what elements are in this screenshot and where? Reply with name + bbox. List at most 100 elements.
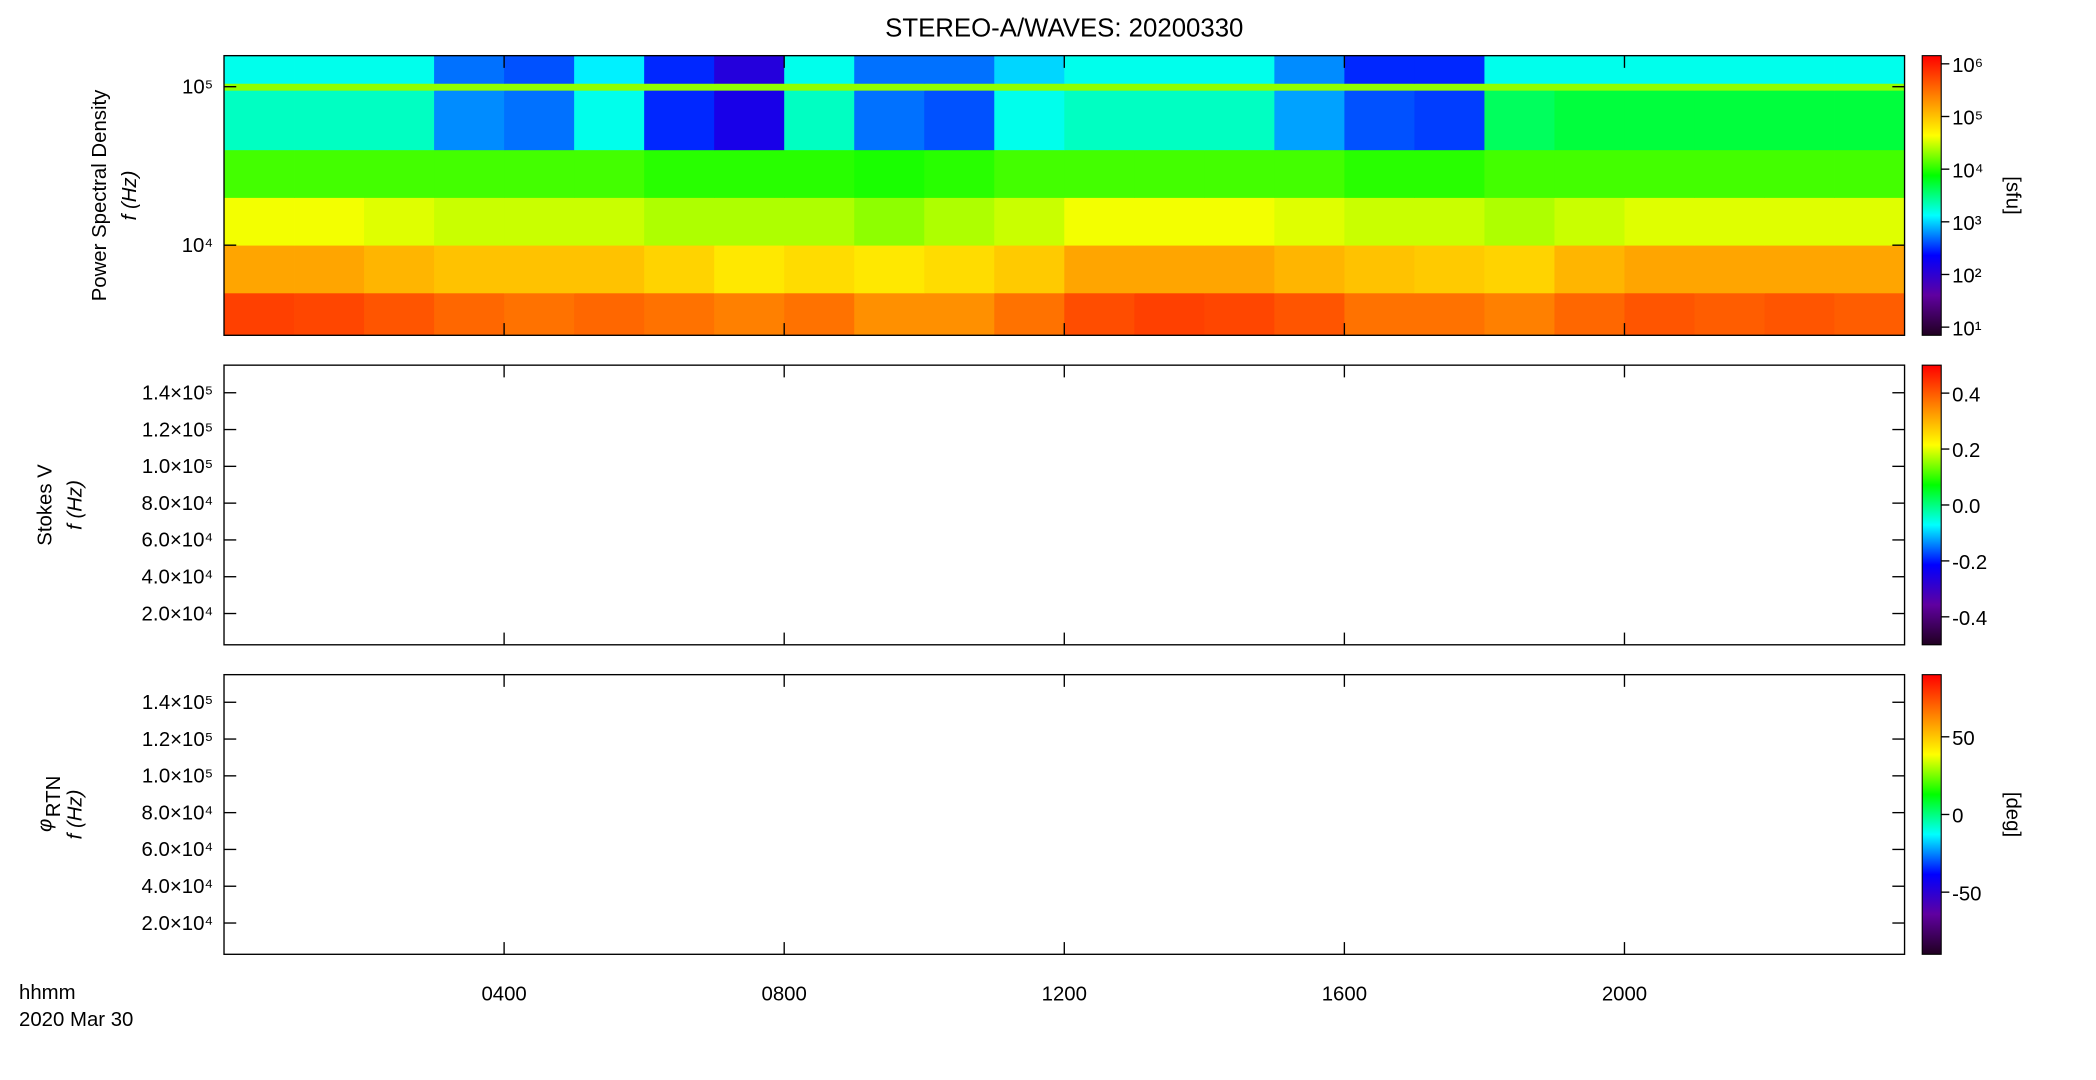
colorbar-tick-label: -50 <box>1952 883 1981 905</box>
heatmap-cell <box>1064 245 1135 294</box>
x-tick-label: 1600 <box>1322 983 1367 1005</box>
heatmap-cell <box>714 55 785 84</box>
colorbar-tick-label: 0.4 <box>1952 384 1980 406</box>
heatmap-cell <box>644 149 715 198</box>
heatmap-cell <box>714 292 785 336</box>
y-tick-label: 8.0×10⁴ <box>142 802 214 824</box>
heatmap-cell <box>364 83 435 91</box>
heatmap-cell <box>1764 90 1835 151</box>
heatmap-cell <box>1694 55 1765 84</box>
heatmap-cell <box>1834 197 1905 246</box>
heatmap-cell <box>994 245 1065 294</box>
heatmap-cell <box>1554 149 1625 198</box>
y-tick-label: 8.0×10⁴ <box>142 493 214 515</box>
heatmap-cell <box>1064 83 1135 91</box>
plot-frame <box>223 364 1906 646</box>
heatmap-cell <box>1414 149 1485 198</box>
colorbar-tick-label: 0.2 <box>1952 440 1980 462</box>
heatmap-cell <box>504 292 575 336</box>
heatmap-cell <box>1274 55 1345 84</box>
heatmap-cell <box>224 245 295 294</box>
heatmap-cell <box>784 90 855 151</box>
heatmap-cell <box>714 245 785 294</box>
y-tick-label: 4.0×10⁴ <box>142 567 214 589</box>
heatmap-cell <box>1624 292 1695 336</box>
heatmap-cell <box>434 245 505 294</box>
heatmap-cell <box>1764 197 1835 246</box>
heatmap-cell <box>644 197 715 246</box>
y-tick-label: 1.4×10⁵ <box>142 692 213 714</box>
heatmap-cell <box>1204 55 1275 84</box>
y-axis-label-subscript: RTN <box>43 776 65 817</box>
heatmap-cell <box>574 83 645 91</box>
heatmap-cell <box>1764 83 1835 91</box>
heatmap-cell <box>504 245 575 294</box>
heatmap-cell <box>1764 292 1835 336</box>
heatmap-cell <box>994 292 1065 336</box>
heatmap-cell <box>1064 292 1135 336</box>
y-tick-label: 1.2×10⁵ <box>142 419 213 441</box>
colorbar-label: [deg] <box>2001 792 2023 837</box>
heatmap-cell <box>504 149 575 198</box>
heatmap-cell <box>574 197 645 246</box>
heatmap-cell <box>1764 149 1835 198</box>
colorbar-label: [sfu] <box>2001 176 2023 214</box>
heatmap-cell <box>1624 55 1695 84</box>
heatmap-cell <box>1274 245 1345 294</box>
heatmap-cell <box>1344 90 1415 151</box>
heatmap-cell <box>1134 90 1205 151</box>
heatmap-cell <box>1834 149 1905 198</box>
heatmap-cell <box>994 149 1065 198</box>
heatmap-cell <box>1414 292 1485 336</box>
heatmap-cell <box>1484 83 1555 91</box>
heatmap-cell <box>784 55 855 84</box>
heatmap-cell <box>1484 90 1555 151</box>
heatmap-cell <box>1274 197 1345 246</box>
y-tick-label: 2.0×10⁴ <box>142 603 214 625</box>
heatmap-cell <box>1064 90 1135 151</box>
heatmap-cell <box>1694 90 1765 151</box>
heatmap-cell <box>1694 83 1765 91</box>
heatmap-cell <box>434 55 505 84</box>
y-axis-label: Stokes V <box>35 464 57 546</box>
y-tick-label: 4.0×10⁴ <box>142 876 214 898</box>
y-axis-label: f (Hz) <box>119 171 141 221</box>
heatmap-cell <box>364 292 435 336</box>
heatmap-cell <box>224 55 295 84</box>
heatmap-cell <box>364 55 435 84</box>
heatmap-cell <box>924 197 995 246</box>
heatmap-cell <box>1344 149 1415 198</box>
heatmap-cell <box>1554 197 1625 246</box>
x-tick-label: 1200 <box>1042 983 1087 1005</box>
heatmap-cell <box>434 197 505 246</box>
heatmap-cell <box>1484 197 1555 246</box>
heatmap-cell <box>644 90 715 151</box>
heatmap-cell <box>1344 292 1415 336</box>
heatmap-cell <box>294 83 365 91</box>
heatmap-cell <box>714 90 785 151</box>
heatmap-cell <box>574 245 645 294</box>
heatmap-cell <box>994 55 1065 84</box>
heatmap-cell <box>1204 149 1275 198</box>
y-axis-label: f (Hz) <box>64 480 86 530</box>
heatmap-cell <box>1414 245 1485 294</box>
heatmap-cell <box>854 197 925 246</box>
heatmap-cell <box>224 90 295 151</box>
heatmap-cell <box>1274 149 1345 198</box>
heatmap-cell <box>1204 90 1275 151</box>
heatmap-cell <box>294 292 365 336</box>
heatmap-cell <box>1344 245 1415 294</box>
x-axis-label: hhmm <box>19 982 76 1004</box>
heatmap-cell <box>1414 83 1485 91</box>
heatmap-cell <box>854 90 925 151</box>
heatmap-cell <box>1204 245 1275 294</box>
heatmap-cell <box>1554 292 1625 336</box>
heatmap-cell <box>1274 83 1345 91</box>
heatmap-cell <box>1834 245 1905 294</box>
heatmap-cell <box>1134 292 1205 336</box>
heatmap-cell <box>1414 197 1485 246</box>
colorbar-tick-label: 10² <box>1952 266 1982 288</box>
heatmap-cell <box>994 83 1065 91</box>
colorbar <box>1921 364 1942 646</box>
